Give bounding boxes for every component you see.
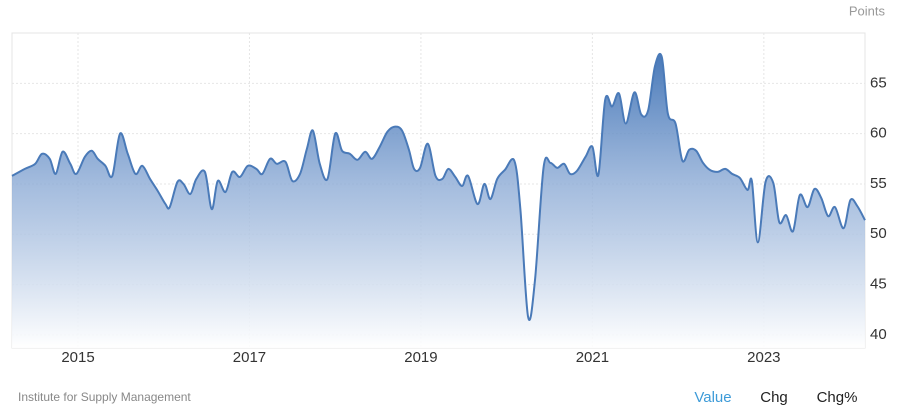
x-tick-label: 2023 xyxy=(747,349,780,366)
y-tick-label: 60 xyxy=(870,125,887,142)
x-tick-label: 2021 xyxy=(576,349,609,366)
y-tick-label: 50 xyxy=(870,225,887,242)
source: Institute for Supply Management xyxy=(18,390,191,404)
chg-button[interactable]: Chg xyxy=(760,389,788,406)
x-tick-label: 2019 xyxy=(404,349,437,366)
line xyxy=(11,52,866,321)
unit-label: Points xyxy=(849,3,886,18)
x-tick-label: 2015 xyxy=(61,349,94,366)
x-tick-label: 2017 xyxy=(233,349,266,366)
y-tick-label: 55 xyxy=(870,175,887,192)
y-tick-label: 45 xyxy=(870,276,887,293)
area xyxy=(12,53,865,348)
y-tick-label: 40 xyxy=(870,326,887,343)
value-button[interactable]: Value xyxy=(694,389,731,406)
chg-pct-button[interactable]: Chg% xyxy=(817,389,858,406)
y-tick-label: 65 xyxy=(870,74,887,91)
